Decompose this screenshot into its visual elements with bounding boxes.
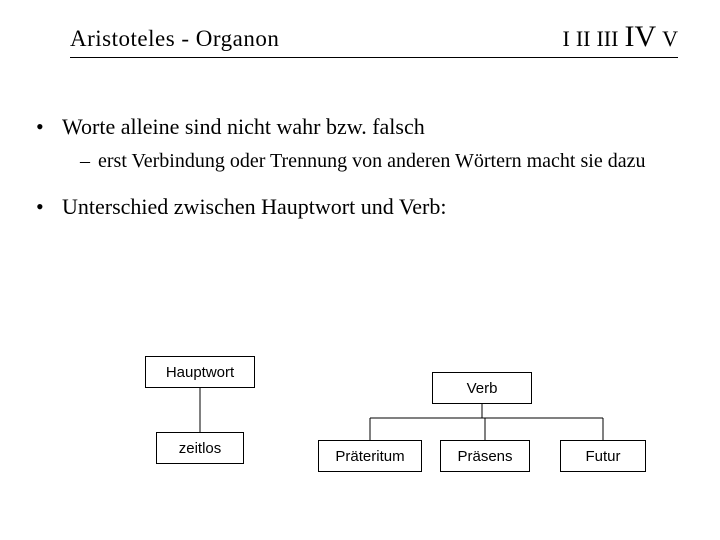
content-area: • Worte alleine sind nicht wahr bzw. fal… <box>30 112 690 221</box>
bullet-dot-icon: • <box>36 192 62 222</box>
bullet-1-sub-text: erst Verbindung oder Trennung von andere… <box>98 148 684 174</box>
node-zeitlos-label: zeitlos <box>179 440 222 457</box>
roman-5: V <box>662 26 678 52</box>
bullet-dash-icon: – <box>80 148 98 174</box>
bullet-2-text: Unterschied zwischen Hauptwort und Verb: <box>62 192 684 222</box>
slide-root: Aristoteles - Organon I II III IV V • Wo… <box>0 0 720 540</box>
bullet-2: • Unterschied zwischen Hauptwort und Ver… <box>36 192 684 222</box>
diagram-edges <box>0 0 720 540</box>
roman-2: II <box>576 26 591 52</box>
slide-header: Aristoteles - Organon I II III IV V <box>70 20 678 58</box>
roman-3: III <box>596 26 618 52</box>
roman-numerals: I II III IV V <box>562 20 678 54</box>
bullet-dot-icon: • <box>36 112 62 142</box>
node-futur: Futur <box>560 440 646 472</box>
node-hauptwort-label: Hauptwort <box>166 364 234 381</box>
node-futur-label: Futur <box>585 448 620 465</box>
roman-4: IV <box>624 20 656 54</box>
node-hauptwort: Hauptwort <box>145 356 255 388</box>
roman-1: I <box>562 26 569 52</box>
bullet-1-sub: – erst Verbindung oder Trennung von ande… <box>80 148 684 174</box>
bullet-1-text: Worte alleine sind nicht wahr bzw. falsc… <box>62 112 684 142</box>
node-praeteritum-label: Präteritum <box>335 448 404 465</box>
node-verb-label: Verb <box>467 380 498 397</box>
node-praesens-label: Präsens <box>457 448 512 465</box>
node-praeteritum: Präteritum <box>318 440 422 472</box>
bullet-1: • Worte alleine sind nicht wahr bzw. fal… <box>36 112 684 142</box>
header-title: Aristoteles - Organon <box>70 26 279 52</box>
node-verb: Verb <box>432 372 532 404</box>
concept-diagram: Hauptwort zeitlos Verb Präteritum Präsen… <box>0 0 720 540</box>
node-praesens: Präsens <box>440 440 530 472</box>
node-zeitlos: zeitlos <box>156 432 244 464</box>
